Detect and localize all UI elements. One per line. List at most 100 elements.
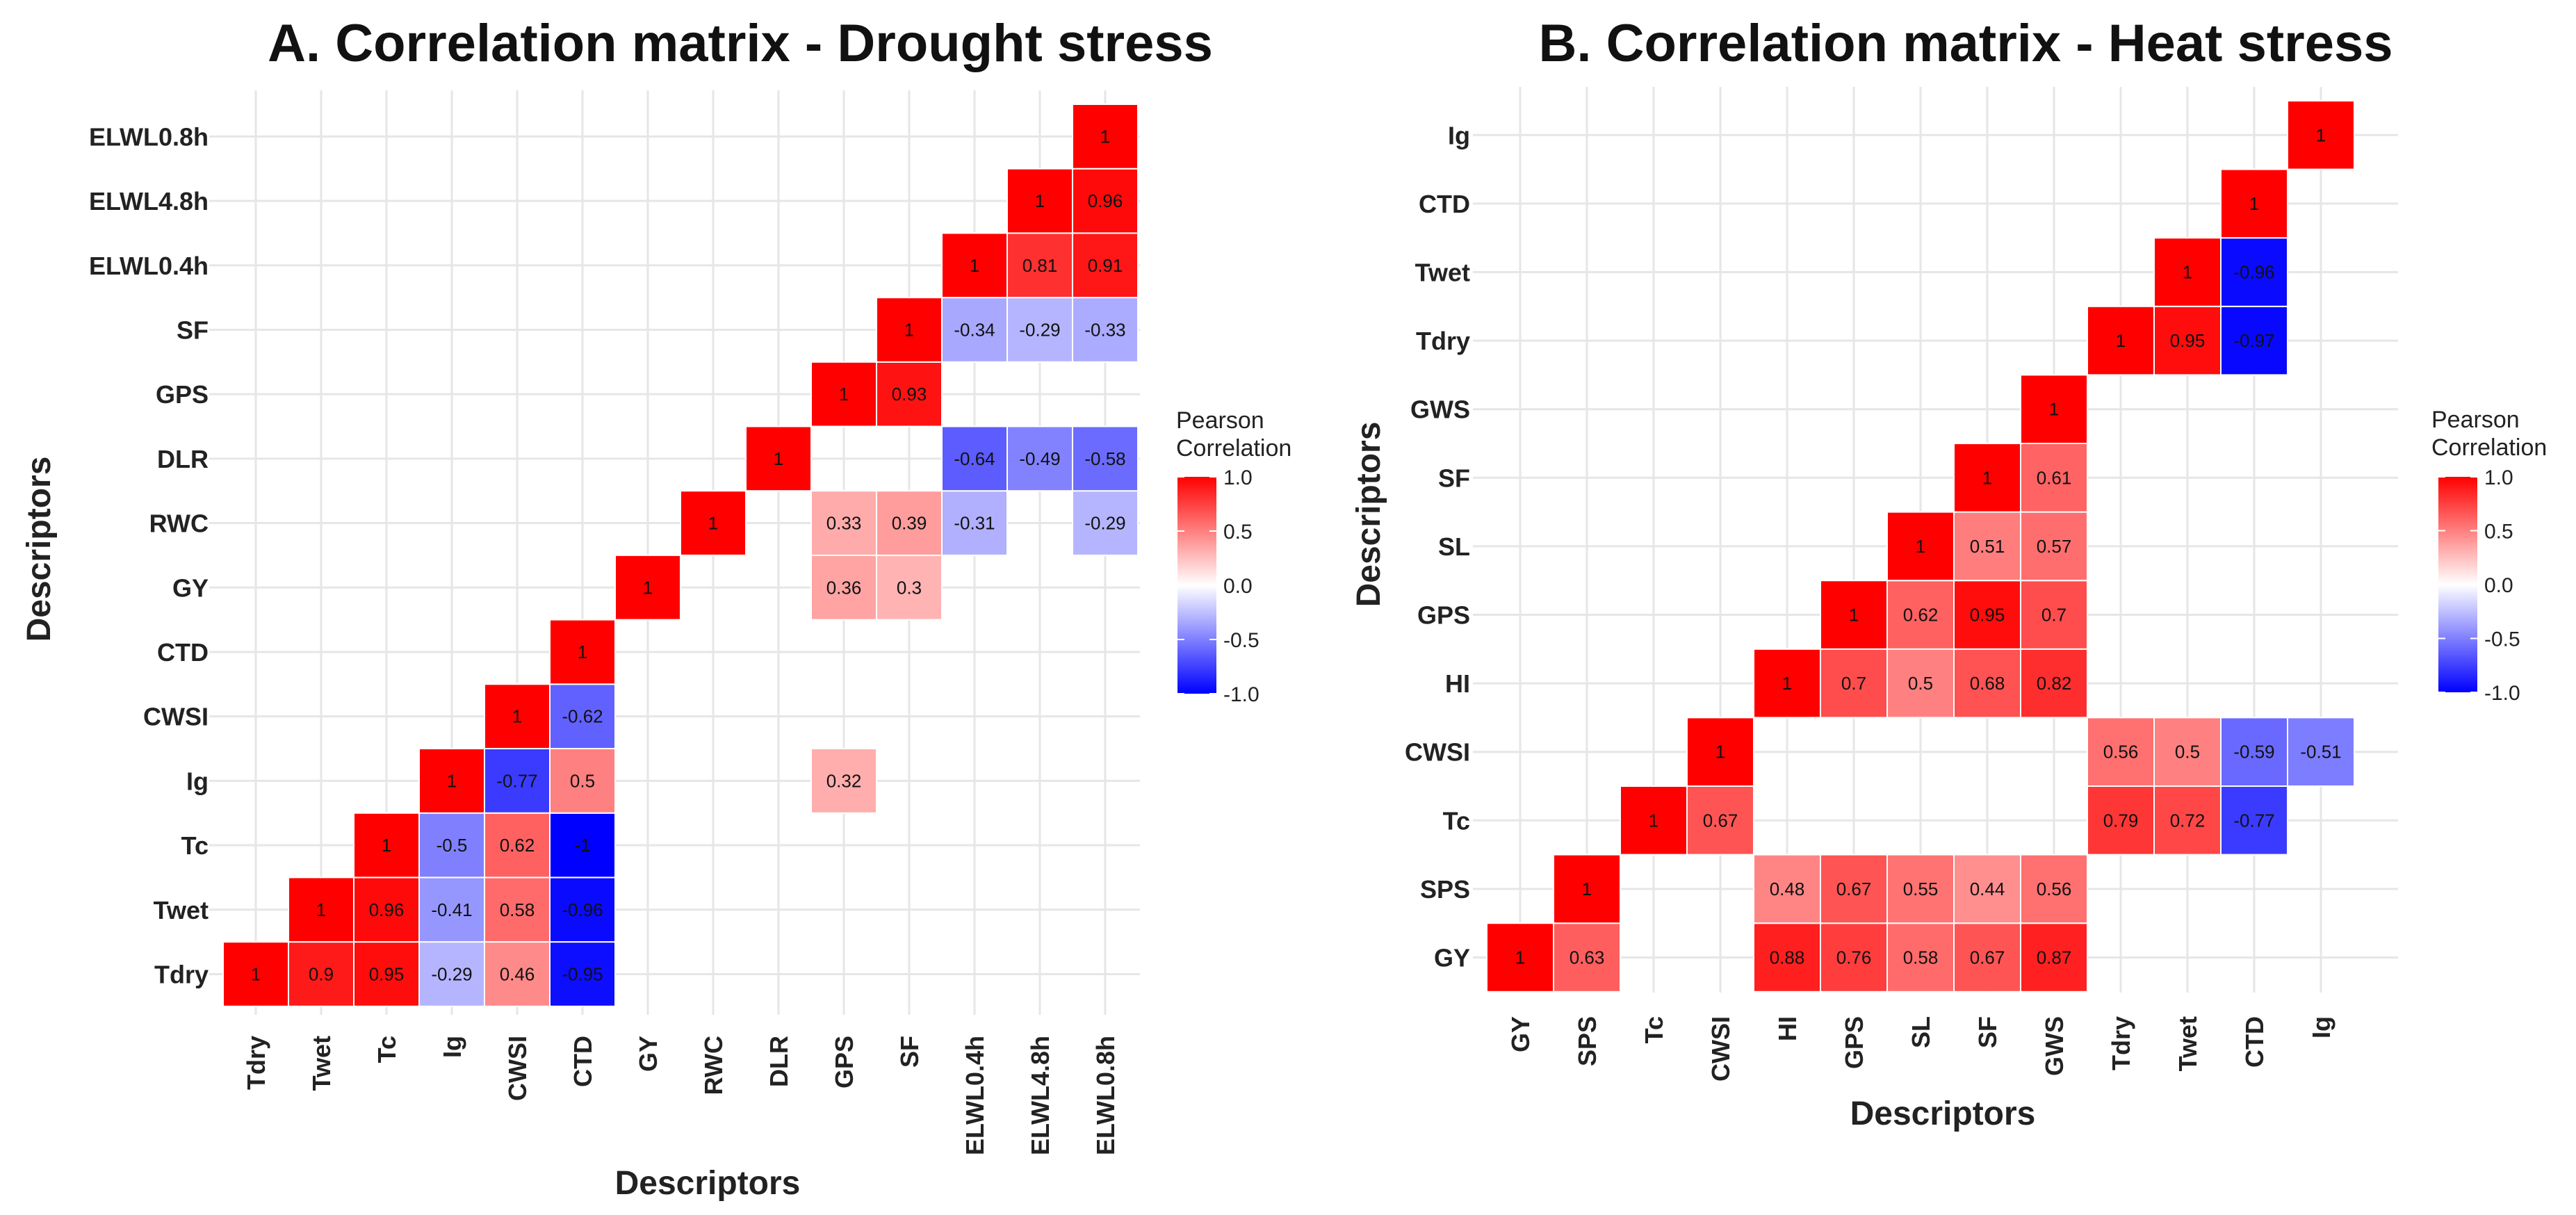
heatmap-cell bbox=[288, 941, 354, 1007]
cell-value-label: 0.44 bbox=[1970, 879, 2005, 899]
heatmap-cell bbox=[1753, 854, 1821, 924]
cell-value-label: 0.82 bbox=[2037, 673, 2072, 694]
cell-value-label: 0.91 bbox=[1088, 255, 1123, 276]
cell-value-label: 1 bbox=[1649, 810, 1658, 831]
cell-value-label: 0.48 bbox=[1770, 879, 1805, 899]
y-tick-label: CWSI bbox=[143, 703, 209, 731]
x-tick-label: ELWL0.4h bbox=[961, 1036, 989, 1155]
y-tick-label: ELWL0.8h bbox=[89, 122, 209, 151]
heatmap-cell bbox=[549, 683, 616, 749]
heatmap-cell bbox=[876, 361, 943, 427]
cell-value-label: -0.34 bbox=[954, 319, 995, 340]
x-axis-label: Descriptors bbox=[615, 1165, 801, 1202]
x-tick-labels: Tdry Twet Tc Ig CWSI CTD GY RWC DLR GPS SF ELWL0.4h… bbox=[242, 1036, 1120, 1155]
heatmap-cell bbox=[2020, 374, 2088, 445]
cell-value-label: -0.41 bbox=[431, 899, 472, 920]
heatmap-cell bbox=[418, 748, 485, 814]
x-tick-label: SL bbox=[1907, 1016, 1935, 1048]
y-tick-label: Twet bbox=[1415, 259, 1470, 287]
heatmap-cell bbox=[1553, 854, 1621, 924]
heatmap-cell bbox=[1820, 854, 1888, 924]
heatmap-cell bbox=[1072, 104, 1139, 170]
heatmap-cell bbox=[1072, 297, 1139, 363]
cell-value-label: 0.3 bbox=[897, 577, 922, 598]
heatmap-cell bbox=[549, 812, 616, 879]
cell-value-label: 0.72 bbox=[2170, 810, 2206, 831]
y-tick-label: Twet bbox=[154, 896, 209, 924]
legend-tick-label: 1.0 bbox=[1223, 466, 1253, 489]
cell-value-label: 1 bbox=[2183, 262, 2192, 283]
cell-value-label: 0.7 bbox=[1841, 673, 1866, 694]
x-tick-label: SF bbox=[895, 1036, 924, 1068]
y-tick-label: HI bbox=[1445, 669, 1470, 698]
x-tick-label: Twet bbox=[2174, 1016, 2202, 1071]
heatmap-cell bbox=[876, 554, 943, 621]
heatmap-cells: 1 0.9 0.95 -0.29 0.46 -0.95 1 0.96 -0.41 0.58 -0.9… bbox=[222, 104, 1139, 1007]
y-tick-label: Ig bbox=[1448, 121, 1470, 149]
cell-value-label: 1 bbox=[708, 513, 718, 534]
heatmap-cell bbox=[1072, 168, 1139, 234]
heatmap-cell bbox=[2220, 305, 2288, 376]
heatmap-cell bbox=[549, 941, 616, 1007]
heatmap-cell bbox=[2020, 580, 2088, 650]
x-tick-label: RWC bbox=[699, 1036, 728, 1095]
heatmap-cell bbox=[1006, 168, 1073, 234]
x-tick-label: GWS bbox=[2040, 1016, 2069, 1076]
cell-value-label: 0.88 bbox=[1770, 947, 1805, 968]
cell-value-label: -0.96 bbox=[562, 899, 603, 920]
heatmap-cell bbox=[418, 876, 485, 943]
cell-value-label: 0.67 bbox=[1836, 879, 1872, 899]
cell-value-label: 0.67 bbox=[1970, 947, 2005, 968]
cell-value-label: 0.39 bbox=[892, 513, 927, 534]
heatmap-cell bbox=[353, 941, 420, 1007]
cell-value-label: -0.62 bbox=[562, 706, 603, 727]
y-tick-label: GY bbox=[1434, 944, 1470, 972]
cell-value-label: 1 bbox=[1100, 126, 1110, 147]
y-tick-label: CTD bbox=[157, 638, 209, 667]
heatmap-cell bbox=[745, 425, 812, 492]
cell-value-label: 1 bbox=[2116, 330, 2126, 351]
legend-title-line1: Pearson bbox=[1176, 407, 1264, 434]
heatmap-cell bbox=[1553, 922, 1621, 993]
heatmap-cell bbox=[1953, 443, 2021, 513]
heatmap-cell bbox=[1486, 922, 1554, 993]
cell-value-label: 0.32 bbox=[826, 770, 862, 791]
x-axis-label: Descriptors bbox=[1850, 1095, 2036, 1132]
cell-value-label: 0.96 bbox=[369, 899, 405, 920]
cell-value-label: 1 bbox=[578, 642, 587, 662]
cell-value-label: -0.96 bbox=[2233, 262, 2274, 283]
legend-title-line1: Pearson bbox=[2431, 407, 2520, 433]
y-tick-label: DLR bbox=[157, 445, 209, 473]
y-tick-label: ELWL0.4h bbox=[89, 252, 209, 280]
y-tick-label: Tdry bbox=[1416, 327, 1470, 355]
legend-tick-label: 0.0 bbox=[2484, 574, 2513, 597]
heatmap-cell bbox=[1006, 232, 1073, 299]
x-tick-label: HI bbox=[1773, 1016, 1802, 1041]
y-tick-label: CTD bbox=[1419, 190, 1470, 218]
heatmap-cell bbox=[1753, 922, 1821, 993]
y-tick-label: GWS bbox=[1410, 396, 1470, 424]
x-tick-label: Tc bbox=[1640, 1016, 1668, 1043]
cell-value-label: -1 bbox=[574, 835, 590, 856]
x-tick-label: GPS bbox=[830, 1036, 858, 1088]
y-tick-label: Ig bbox=[186, 767, 209, 795]
x-tick-label: Ig bbox=[2307, 1016, 2335, 1038]
x-tick-labels: GY SPS Tc CWSI HI GPS SL SF GWS Tdry Twet CTD Ig bbox=[1506, 1016, 2335, 1082]
cell-value-label: 1 bbox=[904, 319, 914, 340]
cell-value-label: 0.76 bbox=[1836, 947, 1872, 968]
cell-value-label: 1 bbox=[1715, 742, 1725, 763]
x-tick-label: DLR bbox=[765, 1036, 793, 1087]
cell-value-label: -0.97 bbox=[2233, 330, 2274, 351]
cell-value-label: 0.5 bbox=[570, 770, 595, 791]
legend-tick-label: -0.5 bbox=[2484, 628, 2520, 651]
y-tick-label: Tc bbox=[1443, 806, 1470, 835]
heatmap-cell bbox=[484, 941, 551, 1007]
heatmap-cell bbox=[353, 812, 420, 879]
heatmap-cell bbox=[484, 683, 551, 749]
cell-value-label: 1 bbox=[1782, 673, 1792, 694]
heatmap-cell bbox=[484, 876, 551, 943]
y-tick-label: SL bbox=[1438, 532, 1470, 561]
heatmap-cell bbox=[1072, 232, 1139, 299]
y-axis-label: Descriptors bbox=[1351, 422, 1387, 608]
cell-value-label: -0.51 bbox=[2300, 742, 2341, 763]
